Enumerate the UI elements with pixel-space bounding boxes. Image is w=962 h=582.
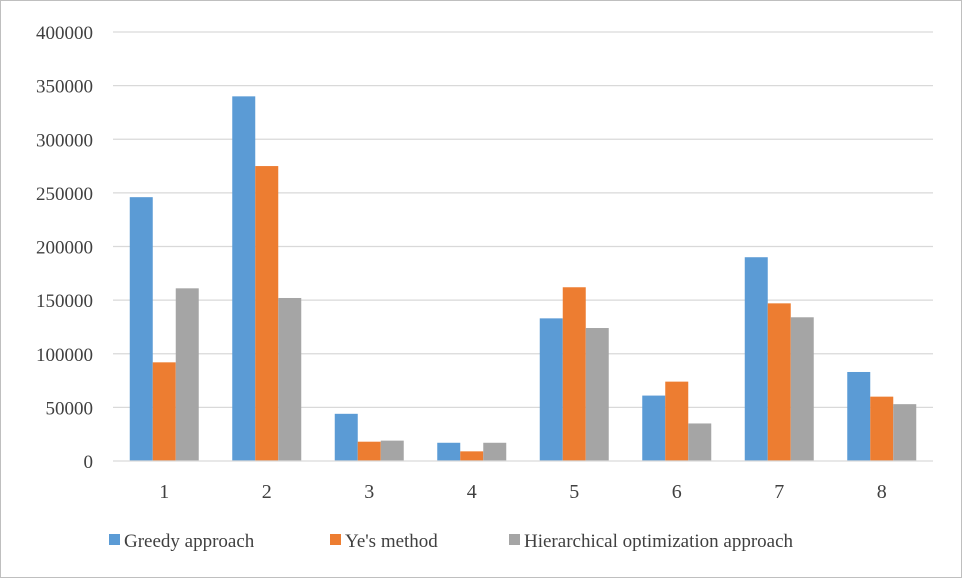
bar: [483, 442, 507, 461]
bar: [460, 451, 484, 461]
bar: [539, 318, 563, 461]
bar: [129, 197, 153, 462]
y-tick-label: 150000: [36, 291, 93, 312]
bar: [334, 413, 358, 461]
y-tick-label: 0: [84, 452, 94, 473]
y-tick-label: 350000: [36, 77, 93, 98]
legend-label: Ye's method: [345, 531, 438, 552]
bar: [744, 257, 768, 461]
bar: [357, 441, 381, 461]
legend-swatch: [509, 534, 520, 545]
x-tick-label: 1: [159, 481, 169, 503]
bar: [585, 328, 609, 461]
bar: [688, 423, 712, 461]
legend-item: Ye's method: [330, 531, 438, 552]
bar: [665, 381, 689, 461]
legend-label: Hierarchical optimization approach: [524, 531, 794, 552]
legend: Greedy approach Ye's method Hierarchical o…: [109, 531, 794, 552]
bars: [129, 96, 917, 462]
bar: [175, 288, 199, 461]
legend-item: Hierarchical optimization approach: [509, 531, 794, 552]
x-tick-label: 6: [672, 481, 682, 503]
x-tick-label: 8: [877, 481, 887, 503]
y-tick-label: 100000: [36, 345, 93, 366]
bar: [232, 96, 256, 461]
legend-swatch: [330, 534, 341, 545]
bar: [767, 303, 791, 461]
bar: [152, 362, 176, 461]
bar: [893, 404, 917, 461]
legend-label: Greedy approach: [124, 531, 255, 552]
x-tick-label: 2: [262, 481, 272, 503]
x-axis-ticks: 1 2 3 4 5 6 7 8: [159, 481, 887, 503]
y-tick-label: 50000: [46, 398, 94, 419]
bar: [790, 317, 814, 461]
bar: [642, 395, 666, 461]
legend-swatch: [109, 534, 120, 545]
y-tick-label: 300000: [36, 130, 93, 151]
legend-item: Greedy approach: [109, 531, 255, 552]
bar: [380, 440, 404, 461]
x-tick-label: 7: [774, 481, 784, 503]
bar: [437, 442, 461, 461]
bar: [562, 287, 586, 461]
x-tick-label: 5: [569, 481, 579, 503]
y-tick-label: 400000: [36, 23, 93, 44]
y-tick-label: 200000: [36, 238, 93, 259]
x-tick-label: 4: [467, 481, 477, 503]
bar: [255, 166, 279, 461]
x-tick-label: 3: [364, 481, 374, 503]
bar: [278, 297, 302, 461]
y-tick-label: 250000: [36, 184, 93, 205]
bar: [870, 396, 894, 461]
y-axis-ticks: 0 50000 100000 150000 200000 250000 300000 3500…: [36, 23, 93, 473]
bar: [847, 371, 871, 461]
